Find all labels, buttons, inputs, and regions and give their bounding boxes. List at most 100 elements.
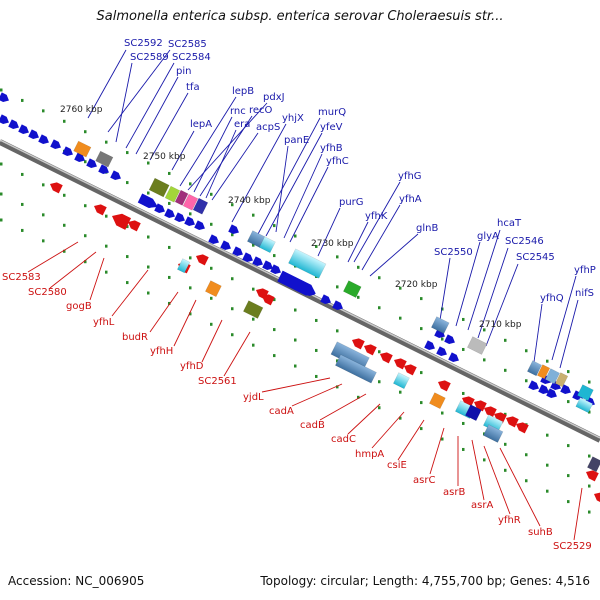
tick-mark (147, 265, 150, 269)
leader-line (533, 303, 543, 363)
tick-mark (315, 244, 318, 248)
gene-label-reverse: csiE (387, 460, 407, 471)
reverse-gene-box-shape (428, 392, 446, 410)
gene-label-forward: murQ (318, 107, 346, 118)
forward-gene-arrow-shape (270, 264, 281, 275)
tick-mark (378, 406, 381, 410)
tick-mark (42, 239, 45, 243)
forward-gene-box-shape (288, 248, 327, 279)
forward-gene-box (466, 336, 488, 355)
forward-gene-arrow-shape (164, 208, 175, 219)
leader-line (499, 447, 541, 527)
gene-label-reverse: yfhR (498, 515, 521, 526)
gene-label-reverse: asrB (443, 487, 465, 498)
reverse-gene-arrow-shape (586, 470, 599, 482)
leader-line (317, 207, 341, 257)
forward-gene-arrow-shape (8, 119, 19, 130)
forward-gene-arrow-shape (546, 388, 557, 399)
forward-gene-arrow (320, 294, 331, 305)
tick-mark (273, 354, 276, 358)
forward-gene-arrow (0, 114, 9, 125)
tick-mark (336, 255, 339, 259)
leader-line (205, 129, 237, 199)
tick-mark (441, 437, 444, 441)
tick-mark (588, 484, 591, 488)
forward-gene-box-shape (576, 384, 594, 402)
leader-line (347, 221, 369, 263)
reverse-gene-arrow-shape (262, 294, 275, 306)
reverse-gene-box-shape (482, 424, 504, 443)
reverse-gene-arrow-shape (196, 254, 209, 266)
tick-mark (462, 317, 465, 321)
leader-line (371, 411, 405, 449)
gene-label-reverse: asrC (413, 475, 435, 486)
reverse-gene-arrow-shape (474, 400, 487, 412)
tick-mark (441, 307, 444, 311)
forward-gene-arrow-shape (436, 346, 447, 357)
forward-gene-arrow (137, 193, 158, 208)
tick-mark (126, 181, 129, 185)
gene-label-forward: SC2546 (505, 236, 544, 247)
tick-mark (294, 364, 297, 368)
gene-label-reverse: SC2583 (2, 272, 41, 283)
tick-mark (252, 243, 255, 247)
forward-gene-arrow-shape (424, 340, 435, 351)
leader-line (573, 487, 583, 541)
reverse-gene-arrow (484, 406, 497, 418)
tick-mark (189, 256, 192, 260)
tick-mark (0, 192, 3, 196)
scale-label: 2730 kbp (311, 239, 354, 249)
scale-label: 2740 kbp (228, 196, 271, 206)
forward-gene-arrow (164, 208, 175, 219)
tick-mark (189, 182, 192, 186)
tick-mark (504, 468, 507, 472)
forward-gene-arrow-shape (444, 334, 455, 345)
leader-line (275, 145, 289, 233)
reverse-gene-arrow (516, 422, 529, 434)
accession-text: Accession: NC_006905 (8, 574, 145, 588)
leader-line (467, 229, 501, 331)
leader-line (265, 132, 323, 237)
tick-mark (105, 270, 108, 274)
gene-label-forward: era (234, 119, 250, 130)
forward-gene-arrow-shape (0, 92, 9, 103)
tick-mark (588, 454, 591, 458)
forward-gene-box-shape (544, 368, 560, 385)
gene-label-forward: lepB (232, 86, 254, 97)
gene-label-forward: SC2584 (172, 52, 211, 63)
reverse-gene-box-shape (242, 300, 264, 319)
gene-label-forward: SC2585 (168, 39, 207, 50)
tick-mark (399, 416, 402, 420)
gene-label-forward: recO (249, 105, 273, 116)
tick-mark (294, 308, 297, 312)
tick-mark (567, 500, 570, 504)
forward-gene-arrow-shape (538, 384, 549, 395)
forward-gene-arrow-shape (86, 158, 97, 169)
tick-mark (525, 453, 528, 457)
tick-mark (0, 162, 3, 166)
forward-gene-box (544, 368, 560, 385)
tick-mark (546, 489, 549, 493)
reverse-gene-arrow (352, 338, 365, 350)
tick-mark (462, 347, 465, 351)
tick-mark (105, 244, 108, 248)
tick-mark (147, 191, 150, 195)
reverse-gene-arrow (128, 220, 141, 232)
tick-mark (189, 312, 192, 316)
leader-line (353, 181, 401, 263)
reverse-gene-arrow-shape (516, 422, 529, 434)
tick-mark (147, 291, 150, 295)
reverse-gene-box-shape (575, 397, 594, 414)
tick-mark (567, 474, 570, 478)
reverse-gene-box-shape (392, 372, 410, 390)
reverse-gene-arrow-shape (484, 406, 497, 418)
leader-line (201, 319, 223, 363)
leader-line (187, 102, 268, 191)
reverse-gene-box (428, 392, 446, 410)
forward-gene-box-shape (95, 150, 114, 168)
leader-line (173, 299, 197, 347)
tick-mark (210, 192, 213, 196)
forward-gene-arrow-shape (50, 139, 61, 150)
tick-mark (546, 359, 549, 363)
